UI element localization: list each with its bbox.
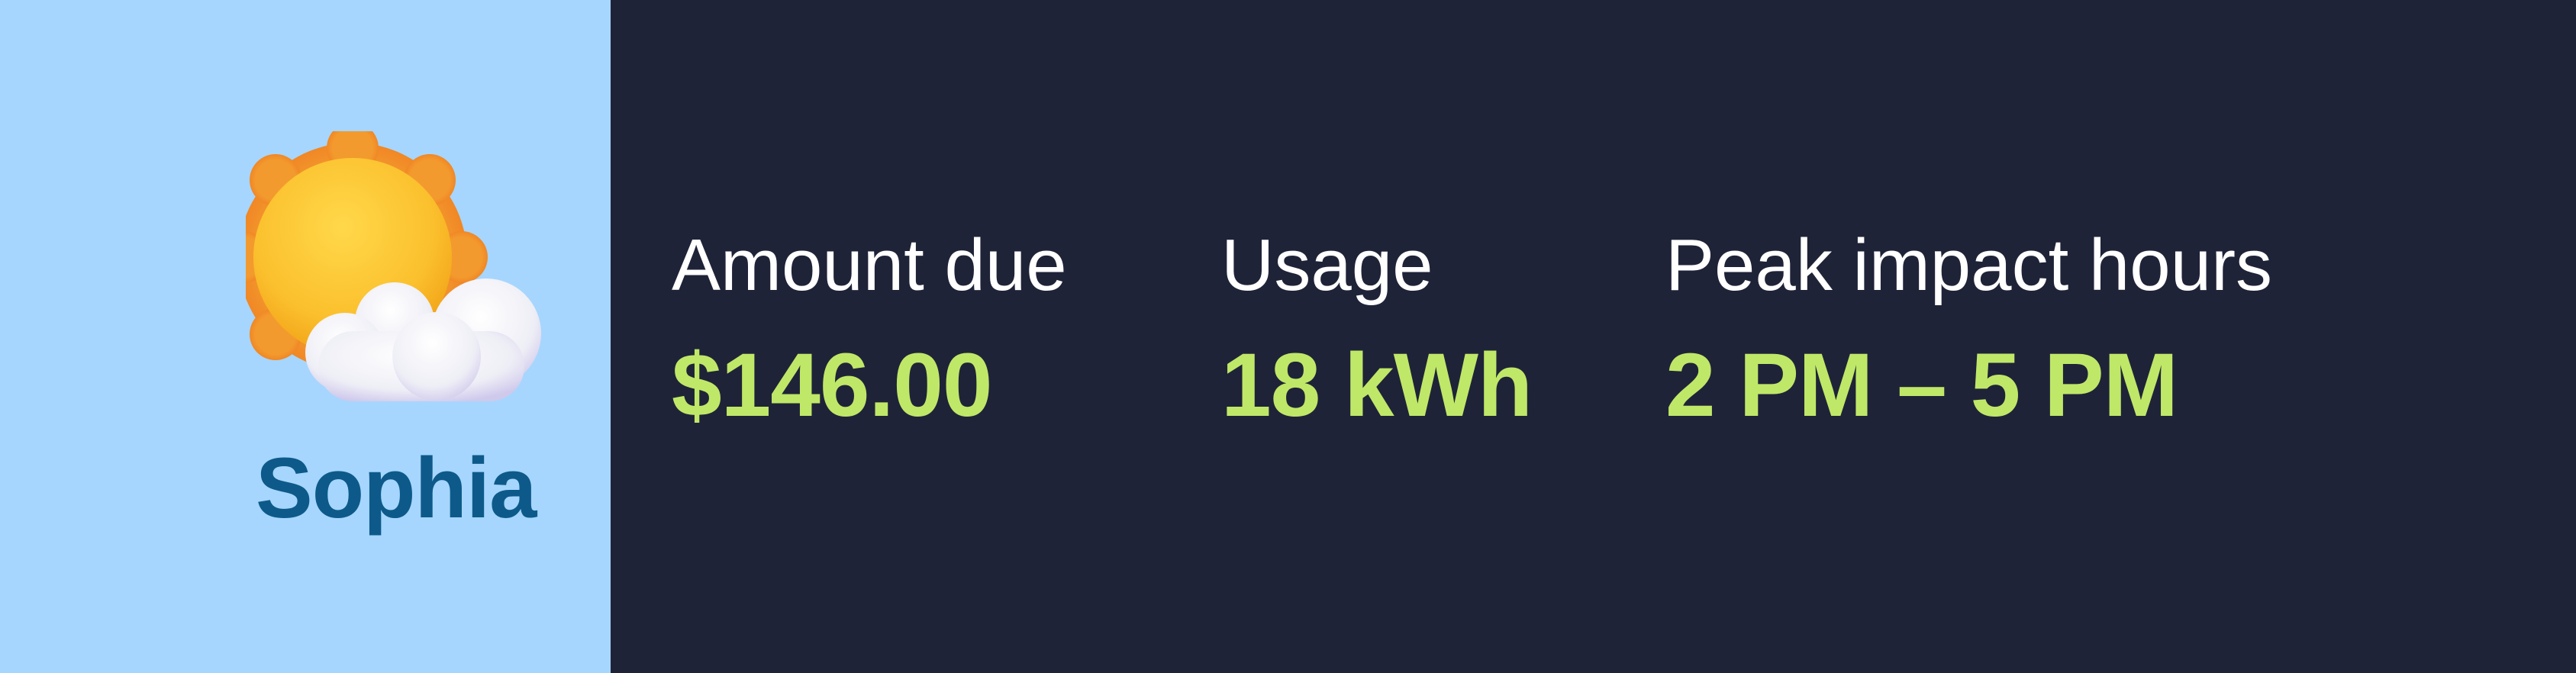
sun-behind-cloud-icon [246, 131, 541, 401]
stats-panel: Amount due $146.00 Usage 18 kWh Peak imp… [611, 0, 2576, 673]
user-name: Sophia [256, 440, 537, 536]
peak-hours-stat: Peak impact hours 2 PM – 5 PM [1665, 224, 2273, 436]
amount-due-value: $146.00 [672, 335, 993, 436]
amount-due-stat: Amount due $146.00 [672, 224, 1067, 436]
usage-value: 18 kWh [1221, 335, 1533, 436]
cloud-shape [305, 279, 541, 401]
peak-hours-value: 2 PM – 5 PM [1665, 335, 2178, 436]
peak-hours-label: Peak impact hours [1665, 224, 2273, 306]
usage-stat: Usage 18 kWh [1221, 224, 1533, 436]
amount-due-label: Amount due [672, 224, 1067, 306]
usage-label: Usage [1221, 224, 1433, 306]
user-panel: Sophia [0, 0, 611, 673]
